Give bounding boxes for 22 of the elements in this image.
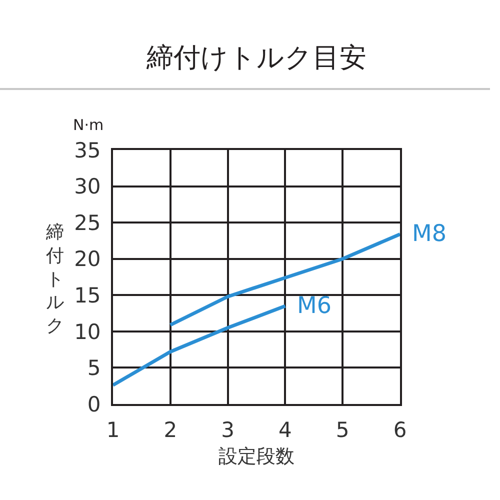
y-tick-label: 0 bbox=[87, 392, 101, 416]
text: N·m bbox=[73, 116, 104, 134]
y-tick-label: 15 bbox=[74, 283, 101, 308]
x-tick-label: 6 bbox=[393, 418, 407, 442]
y-tick-label: 10 bbox=[74, 320, 101, 344]
y-tick-label: 5 bbox=[87, 356, 101, 380]
x-tick-label: 1 bbox=[106, 418, 120, 442]
chart-title: 締付けトルク目安 bbox=[146, 42, 366, 74]
x-tick-label: 2 bbox=[164, 418, 178, 442]
y-tick-label: 35 bbox=[74, 138, 101, 162]
x-tick-label: 4 bbox=[278, 418, 292, 442]
series-label: M6 bbox=[297, 293, 332, 319]
y-tick-label: 25 bbox=[74, 210, 101, 235]
series-label: M8 bbox=[412, 221, 446, 247]
y-axis-title: 締付トルク bbox=[45, 222, 64, 337]
y-tick-label: 20 bbox=[74, 247, 101, 272]
x-tick-label: 3 bbox=[221, 418, 234, 442]
x-tick-label: 5 bbox=[336, 418, 350, 442]
x-axis-title: 設定段数 bbox=[218, 446, 294, 468]
line-series bbox=[113, 304, 287, 387]
y-tick-label: 30 bbox=[74, 174, 101, 199]
line-series bbox=[168, 232, 400, 327]
